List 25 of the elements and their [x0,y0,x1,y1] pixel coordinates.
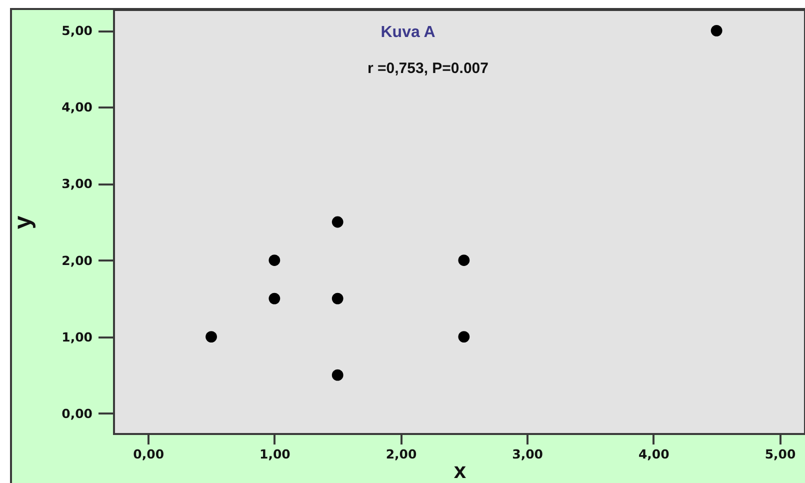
text: Kuva A [380,24,436,41]
y-axis-title: y [10,215,37,230]
x-axis-title: x [454,458,467,483]
point [458,331,470,342]
text: r =0,753, P=0.007 [368,60,488,77]
point [710,24,722,36]
x-tick-label: 0,00 [133,446,164,462]
y-tick-label: 3,00 [62,176,93,192]
x-tick-label: 1,00 [260,446,291,462]
y-tick-label: 2,00 [62,252,93,268]
x-tick-label: 5,00 [764,446,796,462]
y-tick-label: 4,00 [62,100,93,115]
point [268,292,280,304]
x-tick-label: 4,00 [638,446,670,462]
point [332,216,344,228]
y-tick-label: 0,00 [62,406,93,421]
x-tick-label: 2,00 [386,446,417,462]
point [206,331,217,342]
x-tick-label: 3,00 [512,446,544,462]
y-tick-label: 1,00 [62,329,93,344]
point [458,254,470,266]
point [268,254,280,266]
point [332,369,344,381]
y-tick-label: 5,00 [62,23,93,38]
point [332,292,344,304]
